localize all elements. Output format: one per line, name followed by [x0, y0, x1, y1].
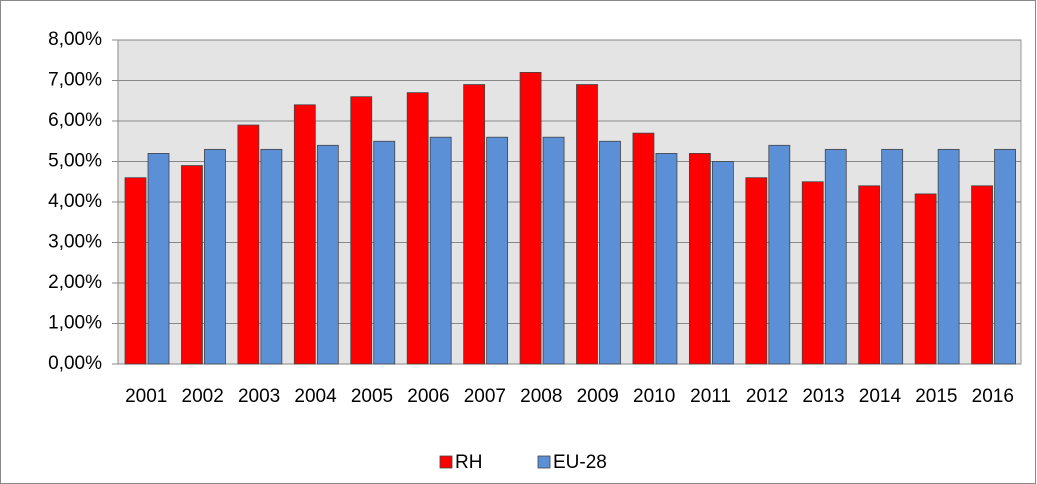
x-tick-label: 2012 — [746, 386, 788, 407]
bar — [632, 132, 655, 365]
y-tick-label: 7,00% — [48, 70, 102, 91]
bar — [688, 152, 711, 365]
bar — [971, 185, 993, 365]
legend-label: RH — [455, 452, 482, 473]
x-tick-label: 2004 — [294, 386, 337, 407]
x-tick-label: 2015 — [915, 386, 957, 407]
bar — [937, 148, 960, 365]
bar — [824, 148, 847, 365]
y-tick-label: 2,00% — [48, 272, 102, 293]
bar — [124, 177, 147, 365]
bar — [858, 185, 881, 365]
bar — [147, 152, 170, 365]
x-tick-label: 2016 — [972, 386, 1014, 407]
x-tick-label: 2013 — [802, 386, 844, 407]
bar — [463, 84, 486, 365]
bar — [406, 92, 429, 365]
x-tick-label: 2008 — [520, 386, 562, 407]
y-tick-label: 8,00% — [48, 29, 102, 50]
x-tick-label: 2011 — [690, 386, 731, 407]
legend-swatch — [537, 455, 551, 469]
x-tick-label: 2003 — [238, 386, 280, 407]
x-tick-label: 2006 — [407, 386, 449, 407]
bar — [260, 148, 283, 365]
y-tick-label: 4,00% — [48, 191, 102, 212]
bar — [745, 177, 768, 365]
x-tick-label: 2007 — [464, 386, 506, 407]
x-tick-label: 2002 — [182, 386, 224, 407]
bar — [914, 193, 937, 365]
bar — [994, 148, 1016, 365]
bar — [293, 104, 316, 365]
y-tick-label: 3,00% — [48, 232, 102, 253]
bar — [519, 72, 542, 365]
bar — [599, 140, 621, 365]
y-tick-label: 0,00% — [48, 353, 102, 374]
x-tick-label: 2010 — [633, 386, 675, 407]
x-tick-label: 2014 — [859, 386, 902, 407]
bar — [576, 84, 598, 365]
x-tick-label: 2009 — [577, 386, 619, 407]
x-tick-label: 2005 — [351, 386, 393, 407]
legend-swatch — [439, 455, 453, 469]
bar — [429, 136, 452, 365]
bar — [881, 148, 904, 365]
bar — [316, 144, 339, 365]
bar — [486, 136, 509, 365]
x-tick-label: 2001 — [125, 386, 167, 407]
bar — [350, 96, 373, 365]
bar — [768, 144, 791, 365]
legend-label: EU-28 — [553, 452, 607, 473]
bar — [237, 124, 260, 365]
bar — [542, 136, 565, 365]
y-tick-label: 5,00% — [48, 151, 102, 172]
bar — [204, 148, 226, 365]
bar — [181, 165, 203, 365]
y-tick-label: 6,00% — [48, 110, 102, 131]
y-tick-label: 1,00% — [48, 313, 102, 334]
bar — [655, 152, 678, 365]
bar — [801, 181, 824, 365]
bar — [373, 140, 396, 365]
bar — [711, 161, 734, 365]
